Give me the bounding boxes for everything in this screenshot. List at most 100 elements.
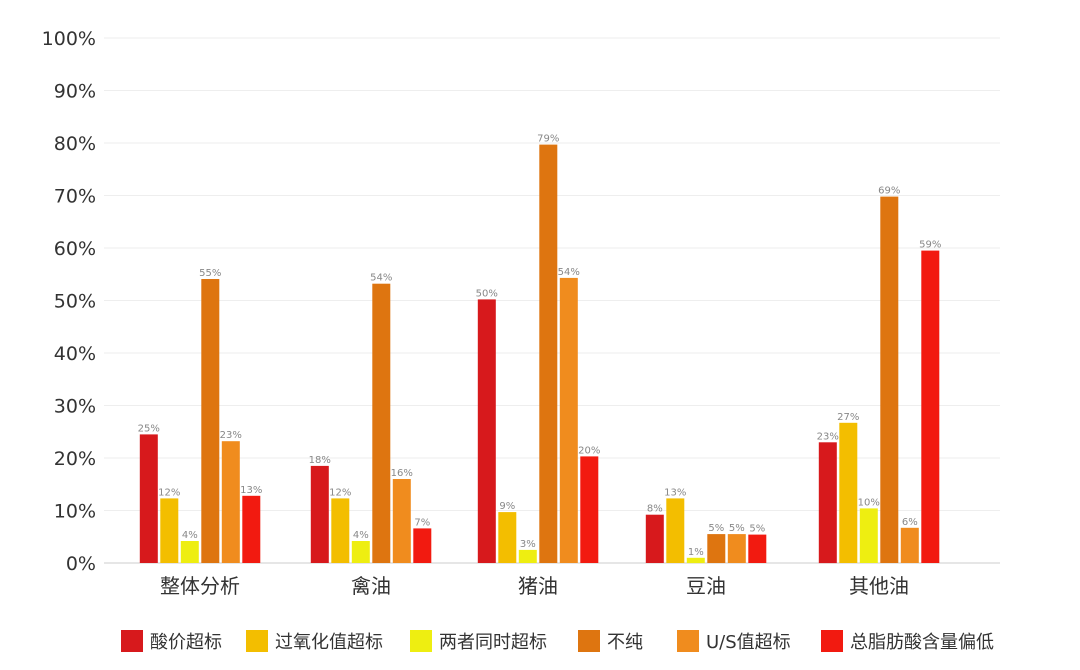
bar-0-0[interactable]	[139, 434, 158, 563]
bar-4-0[interactable]	[221, 441, 240, 563]
bar-1-4[interactable]	[839, 422, 858, 563]
data-label: 5%	[729, 523, 745, 534]
bar-5-1[interactable]	[413, 528, 432, 563]
y-tick-label: 100%	[42, 28, 96, 50]
legend-label: 过氧化值超标	[275, 632, 383, 653]
x-tick-label: 豆油	[686, 574, 726, 598]
legend-label: U/S值超标	[706, 632, 791, 653]
bar-3-0[interactable]	[201, 279, 220, 563]
bar-1-2[interactable]	[498, 512, 517, 563]
data-label: 23%	[817, 431, 839, 442]
data-label: 10%	[858, 497, 880, 508]
y-tick-label: 10%	[54, 501, 96, 523]
bar-2-3[interactable]	[686, 557, 705, 564]
legend-label: 总脂肪酸含量偏低	[850, 632, 994, 653]
data-label: 4%	[182, 530, 198, 541]
x-tick-label: 猪油	[518, 574, 558, 598]
bar-4-1[interactable]	[392, 479, 411, 563]
data-label: 69%	[878, 186, 900, 197]
data-label: 3%	[520, 539, 536, 550]
data-label: 1%	[688, 547, 704, 558]
legend-item[interactable]: 总脂肪酸含量偏低	[821, 630, 994, 653]
data-label: 54%	[370, 273, 392, 284]
data-label: 20%	[578, 445, 600, 456]
x-tick-label: 禽油	[351, 574, 391, 598]
legend-item[interactable]: 不纯	[578, 630, 643, 653]
legend-item[interactable]: 酸价超标	[121, 630, 222, 653]
legend-item[interactable]: 过氧化值超标	[246, 630, 383, 653]
data-label: 27%	[837, 412, 859, 423]
y-tick-label: 60%	[54, 238, 96, 260]
legend-swatch	[246, 630, 268, 652]
data-labels-layer: 25% 12% 4% 55% 23% 13% 18% 12% 4% 54% 16% 7% 50% 9% 3%…	[138, 134, 942, 558]
bar-1-3[interactable]	[666, 498, 685, 563]
legend-swatch	[677, 630, 699, 652]
bar-5-2[interactable]	[580, 456, 599, 563]
bar-3-1[interactable]	[372, 283, 391, 563]
bar-0-1[interactable]	[310, 465, 329, 563]
bar-3-4[interactable]	[880, 196, 899, 563]
legend-label: 不纯	[607, 632, 643, 653]
x-tick-label: 其他油	[849, 574, 909, 598]
data-label: 13%	[240, 485, 262, 496]
y-tick-label: 40%	[54, 343, 96, 365]
data-label: 5%	[708, 523, 724, 534]
y-tick-label: 70%	[54, 186, 96, 208]
data-label: 23%	[220, 430, 242, 441]
y-axis-ticks: 0% 10% 20% 30% 40% 50% 60% 70% 80% 90% 100%	[42, 28, 96, 575]
bar-0-2[interactable]	[477, 299, 496, 563]
y-tick-label: 20%	[54, 448, 96, 470]
bar-0-4[interactable]	[818, 442, 837, 564]
bar-1-1[interactable]	[331, 498, 350, 563]
legend-item[interactable]: 两者同时超标	[410, 630, 547, 653]
legend-label: 酸价超标	[150, 632, 222, 653]
bar-5-0[interactable]	[242, 495, 261, 563]
data-label: 55%	[199, 268, 221, 279]
y-tick-label: 30%	[54, 396, 96, 418]
data-label: 9%	[499, 501, 515, 512]
bar-5-4[interactable]	[921, 250, 940, 563]
bar-2-4[interactable]	[859, 508, 878, 563]
data-label: 4%	[353, 530, 369, 541]
bar-1-0[interactable]	[160, 498, 179, 563]
data-label: 12%	[329, 487, 351, 498]
data-label: 13%	[664, 487, 686, 498]
bar-2-1[interactable]	[351, 541, 370, 563]
bar-5-3[interactable]	[748, 534, 767, 563]
data-label: 18%	[309, 455, 331, 466]
x-tick-label: 整体分析	[160, 574, 240, 598]
legend-swatch	[121, 630, 143, 652]
legend: 酸价超标 过氧化值超标 两者同时超标 不纯 U/S值超标 总脂肪酸含量偏低	[121, 630, 994, 653]
bars-layer	[139, 144, 940, 564]
legend-swatch	[821, 630, 843, 652]
data-label: 79%	[537, 134, 559, 145]
data-label: 7%	[414, 517, 430, 528]
bar-4-2[interactable]	[559, 277, 578, 563]
x-axis-ticks: 整体分析 禽油 猪油 豆油 其他油	[160, 574, 909, 598]
data-label: 6%	[902, 517, 918, 528]
data-label: 59%	[919, 240, 941, 251]
data-label: 12%	[158, 487, 180, 498]
bar-0-3[interactable]	[645, 514, 664, 563]
y-tick-label: 90%	[54, 81, 96, 103]
bar-4-3[interactable]	[727, 534, 746, 563]
y-tick-label: 0%	[66, 553, 96, 575]
bar-3-2[interactable]	[539, 144, 558, 563]
legend-label: 两者同时超标	[439, 632, 547, 653]
y-tick-label: 80%	[54, 133, 96, 155]
data-label: 25%	[138, 423, 160, 434]
data-label: 16%	[391, 468, 413, 479]
y-tick-label: 50%	[54, 291, 96, 313]
bar-2-2[interactable]	[518, 549, 537, 563]
bar-3-3[interactable]	[707, 534, 726, 563]
legend-swatch	[578, 630, 600, 652]
data-label: 8%	[647, 504, 663, 515]
legend-swatch	[410, 630, 432, 652]
data-label: 54%	[558, 267, 580, 278]
bar-4-4[interactable]	[900, 527, 919, 563]
bar-2-0[interactable]	[180, 541, 199, 563]
data-label: 50%	[476, 288, 498, 299]
legend-item[interactable]: U/S值超标	[677, 630, 791, 653]
